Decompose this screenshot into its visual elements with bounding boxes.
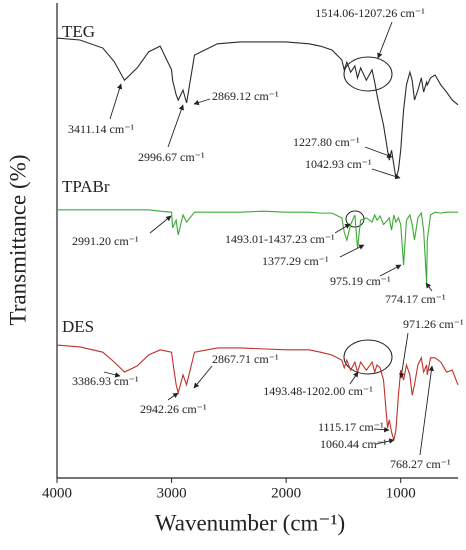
annotation: 3386.93 cm⁻¹ bbox=[72, 374, 139, 388]
annotation-arrow bbox=[379, 264, 402, 277]
annotation: 2996.67 cm⁻¹ bbox=[138, 150, 205, 164]
annotation: 1042.93 cm⁻¹ bbox=[305, 157, 372, 171]
x-tick-label: 2000 bbox=[271, 485, 301, 501]
annotation-arrow bbox=[167, 104, 184, 148]
annotation-arrow bbox=[193, 98, 211, 106]
annotation: 774.17 cm⁻¹ bbox=[385, 292, 446, 306]
annotation: 3411.14 cm⁻¹ bbox=[68, 122, 135, 136]
x-tick-label: 1000 bbox=[386, 485, 416, 501]
annotation: 971.26 cm⁻¹ bbox=[403, 317, 464, 331]
annotation-arrow bbox=[371, 168, 401, 180]
y-axis-title: Transmittance (%) bbox=[5, 155, 30, 326]
annotation-arrow bbox=[377, 21, 393, 59]
annotation: 1060.44 cm⁻¹ bbox=[320, 437, 387, 451]
annotation-arrow bbox=[339, 244, 365, 258]
annotation: 2869.12 cm⁻¹ bbox=[212, 89, 279, 103]
spectrum-line bbox=[56, 344, 459, 441]
annotation: 768.27 cm⁻¹ bbox=[390, 457, 451, 471]
annotation: 2867.71 cm⁻¹ bbox=[212, 352, 279, 366]
annotation: 1377.29 cm⁻¹ bbox=[262, 254, 329, 268]
annotation-arrow bbox=[375, 438, 395, 445]
series-label: DES bbox=[62, 317, 94, 336]
annotation: 1115.17 cm⁻¹ bbox=[318, 420, 384, 434]
annotation-arrow bbox=[167, 392, 179, 401]
x-tick-label: 3000 bbox=[157, 485, 187, 501]
annotation-arrow bbox=[419, 365, 435, 456]
series-label: TPABr bbox=[62, 177, 110, 196]
highlight-ellipse bbox=[343, 339, 393, 375]
highlight-ellipse bbox=[343, 56, 393, 92]
annotation-arrow bbox=[373, 426, 390, 433]
spectrum-line bbox=[56, 37, 459, 179]
annotation-arrow bbox=[334, 223, 351, 234]
annotation: 2942.26 cm⁻¹ bbox=[140, 402, 207, 416]
annotation-arrow bbox=[103, 371, 121, 378]
annotation-arrow bbox=[364, 146, 393, 158]
annotation: 1227.80 cm⁻¹ bbox=[293, 135, 360, 149]
annotation: 1493.01-1437.23 cm⁻¹ bbox=[225, 232, 335, 246]
annotation: 975.19 cm⁻¹ bbox=[330, 274, 391, 288]
series-label: TEG bbox=[62, 22, 95, 41]
annotation-arrow bbox=[399, 332, 409, 379]
annotation: 1493.48-1202.00 cm⁻¹ bbox=[263, 384, 373, 398]
annotation: 2991.20 cm⁻¹ bbox=[72, 234, 139, 248]
x-tick-label: 4000 bbox=[42, 485, 72, 501]
annotation-arrow bbox=[349, 371, 359, 385]
spectrum-line bbox=[57, 209, 458, 284]
annotation-arrow bbox=[109, 83, 123, 120]
annotation-arrow bbox=[193, 365, 213, 389]
annotation-arrow bbox=[425, 282, 433, 292]
annotation-arrow bbox=[149, 215, 172, 234]
x-axis-title: Wavenumber (cm⁻¹) bbox=[155, 510, 345, 535]
annotation: 1514.06-1207.26 cm⁻¹ bbox=[315, 6, 425, 20]
